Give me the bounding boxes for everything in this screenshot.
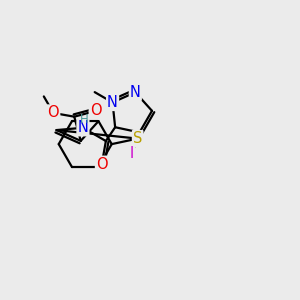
Text: N: N: [107, 95, 118, 110]
Text: N: N: [77, 120, 88, 135]
Text: H: H: [80, 113, 89, 126]
Text: O: O: [90, 103, 101, 118]
Text: S: S: [133, 131, 142, 146]
Text: N: N: [130, 85, 141, 100]
Text: O: O: [48, 106, 59, 121]
Text: O: O: [96, 157, 108, 172]
Text: I: I: [130, 146, 134, 161]
